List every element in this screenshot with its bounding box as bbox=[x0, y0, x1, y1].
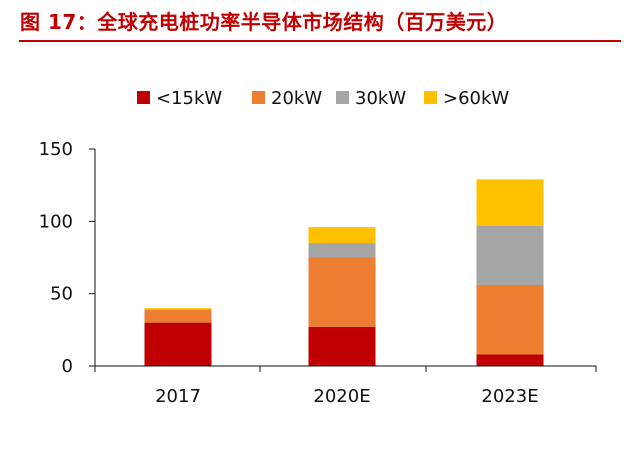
bar-segment bbox=[476, 284, 544, 355]
bar-segment bbox=[308, 326, 376, 366]
legend-label: 20kW bbox=[271, 88, 322, 109]
y-tick-label: 150 bbox=[39, 139, 73, 160]
legend-swatch bbox=[252, 91, 265, 104]
axes: 0 50 100 150 2017 2020E 2023E bbox=[39, 139, 597, 407]
y-tick-label: 50 bbox=[50, 284, 73, 305]
bars bbox=[144, 179, 544, 366]
legend-label: 30kW bbox=[355, 88, 406, 109]
bar-segment bbox=[308, 257, 376, 327]
bar-segment bbox=[144, 322, 212, 366]
legend-swatch bbox=[137, 91, 150, 104]
title-rule bbox=[19, 40, 621, 42]
legend-label: >60kW bbox=[443, 88, 509, 109]
bar-segment bbox=[308, 227, 376, 244]
bar-segment bbox=[144, 309, 212, 323]
y-tick-label: 0 bbox=[62, 356, 73, 377]
bar-segment bbox=[144, 308, 212, 310]
bar-segment bbox=[308, 243, 376, 258]
bar-segment bbox=[476, 179, 544, 226]
legend-swatch bbox=[336, 91, 349, 104]
figure-title: 图 17：全球充电桩功率半导体市场结构（百万美元） bbox=[20, 10, 508, 34]
x-tick-label: 2023E bbox=[481, 386, 538, 407]
legend: <15kW 20kW 30kW >60kW bbox=[137, 88, 509, 109]
y-tick-label: 100 bbox=[39, 211, 73, 232]
bar-segment bbox=[476, 354, 544, 366]
x-tick-label: 2020E bbox=[313, 386, 370, 407]
x-tick-label: 2017 bbox=[155, 386, 201, 407]
legend-swatch bbox=[424, 91, 437, 104]
bar-segment bbox=[476, 225, 544, 285]
legend-label: <15kW bbox=[156, 88, 222, 109]
